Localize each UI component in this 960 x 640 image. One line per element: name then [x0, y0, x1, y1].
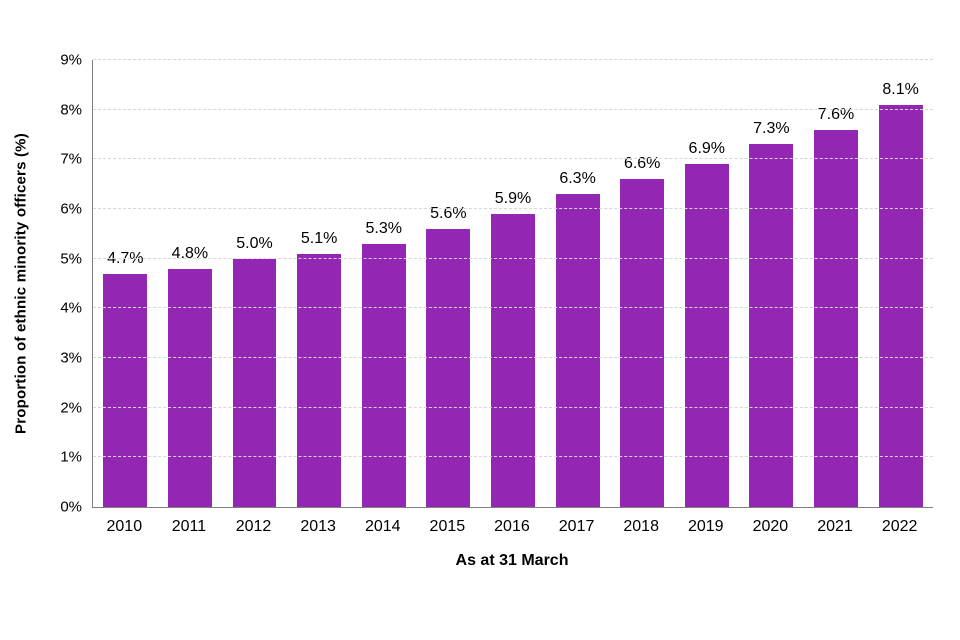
x-tick-label: 2022 [881, 518, 918, 535]
x-tick-label: 2010 [106, 518, 143, 535]
gridline [93, 59, 933, 60]
bar [620, 179, 665, 507]
bar [103, 273, 148, 507]
x-tick-label: 2020 [752, 518, 789, 535]
y-tick-label: 8% [60, 101, 82, 119]
y-tick-label: 4% [60, 299, 82, 317]
bar [878, 104, 923, 507]
bar-value-label: 7.6% [817, 105, 855, 123]
bar-value-label: 6.6% [623, 155, 661, 173]
y-tick-label: 3% [60, 349, 82, 367]
bar-slot: 5.6% [416, 60, 481, 507]
x-tick-label: 2017 [558, 518, 595, 535]
gridline [93, 456, 933, 458]
y-tick-label: 1% [60, 448, 82, 466]
bar-slot: 6.9% [674, 60, 739, 507]
bar-value-label: 5.0% [236, 234, 273, 252]
x-tick-label: 2021 [817, 518, 853, 535]
bar [297, 253, 342, 507]
bar [361, 243, 406, 507]
x-tick-label: 2018 [623, 518, 659, 535]
gridline [93, 307, 933, 309]
bar [232, 258, 277, 507]
bar-series: 4.7% 4.8% 5.0% 5.1% 5.3% 5.6% 5.9% 6.3% 6.6% 6.9%… [93, 60, 933, 507]
bar-value-label: 6.9% [688, 140, 726, 158]
bar [167, 268, 212, 507]
bar-slot: 6.3% [545, 60, 610, 507]
y-tick-label: 0% [60, 498, 82, 516]
bar-value-label: 8.1% [882, 80, 919, 98]
bar-slot: 5.1% [287, 60, 352, 507]
y-tick-label: 9% [60, 51, 82, 69]
bar [684, 164, 729, 507]
bar-value-label: 6.3% [559, 170, 596, 188]
y-axis-tick-labels: 0% 1% 2% 3% 4% 5% 6% 7% 8% 9% [0, 53, 82, 515]
y-tick-label: 7% [60, 150, 82, 168]
bar-value-label: 7.3% [753, 120, 790, 138]
x-tick-label: 2014 [364, 518, 401, 535]
bar-slot: 4.7% [93, 60, 158, 507]
bar-slot: 5.0% [222, 60, 287, 507]
gridline [93, 406, 933, 408]
plot-area: 4.7% 4.8% 5.0% 5.1% 5.3% 5.6% 5.9% 6.3% 6.6% 6.9%… [92, 59, 933, 508]
gridline [93, 357, 933, 359]
gridline [93, 257, 933, 259]
x-tick-label: 2011 [171, 518, 207, 535]
gridline [93, 158, 933, 160]
bar-value-label: 4.8% [171, 244, 209, 262]
bar [814, 129, 858, 507]
bar-slot: 4.8% [158, 60, 223, 507]
bar [490, 213, 535, 507]
bar-value-label: 5.9% [494, 189, 532, 207]
y-tick-label: 6% [60, 200, 82, 218]
bar-value-label: 5.3% [365, 219, 402, 237]
bar-value-label: 5.1% [300, 229, 338, 247]
bar-slot: 5.9% [481, 60, 546, 507]
bar-slot: 7.3% [739, 60, 804, 507]
bar-slot: 8.1% [868, 60, 933, 507]
bar-value-label: 5.6% [430, 204, 467, 222]
x-tick-label: 2016 [494, 518, 530, 535]
x-tick-label: 2015 [429, 518, 466, 535]
bar [555, 194, 600, 507]
x-tick-label: 2013 [300, 518, 336, 535]
bar [426, 228, 471, 507]
gridline [93, 208, 933, 210]
bar-slot: 5.3% [351, 60, 416, 507]
y-tick-label: 5% [60, 250, 82, 268]
gridline [93, 108, 933, 110]
x-tick-label: 2012 [235, 518, 272, 535]
bar [749, 144, 794, 507]
x-axis-tick-labels: 2010 2011 2012 2013 2014 2015 2016 2017 2018 2019… [92, 518, 932, 536]
y-tick-label: 2% [60, 399, 82, 417]
x-axis-title: As at 31 March [455, 552, 569, 569]
bar-slot: 7.6% [804, 60, 869, 507]
bar-slot: 6.6% [610, 60, 675, 507]
x-tick-label: 2019 [687, 518, 724, 535]
